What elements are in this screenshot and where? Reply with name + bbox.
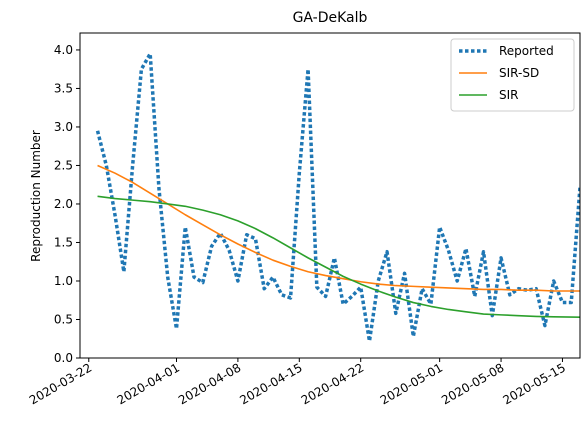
- plot-border: [79, 32, 581, 359]
- y-tick-label: 3.0: [54, 120, 73, 134]
- y-tick-label: 1.0: [54, 274, 73, 288]
- legend-label-sir-sd: SIR-SD: [499, 66, 539, 80]
- y-tick-label: 2.0: [54, 197, 73, 211]
- legend-label-reported: Reported: [499, 44, 554, 58]
- series-reported-line: [95, 52, 580, 343]
- y-tick-label: 0.5: [54, 312, 73, 326]
- y-tick-label: 1.5: [54, 235, 73, 249]
- y-tick-label: 2.5: [54, 158, 73, 172]
- y-axis-label: Reproduction Number: [29, 130, 43, 262]
- series-sir-line: [97, 195, 580, 318]
- legend-box: [450, 38, 575, 112]
- y-tick-label: 4.0: [54, 43, 73, 57]
- y-tick-label: 3.5: [54, 81, 73, 95]
- legend-label-sir: SIR: [499, 88, 519, 102]
- y-tick-label: 0.0: [54, 351, 73, 365]
- series-layer: [95, 52, 580, 343]
- series-sir-sd-line: [97, 164, 580, 292]
- chart-title: GA-DeKalb: [293, 10, 368, 26]
- legend: Reported SIR-SD SIR: [450, 38, 575, 112]
- y-axis: 0.0 0.5 1.0 1.5 2.0 2.5 3.0 3.5 4.0: [54, 43, 80, 365]
